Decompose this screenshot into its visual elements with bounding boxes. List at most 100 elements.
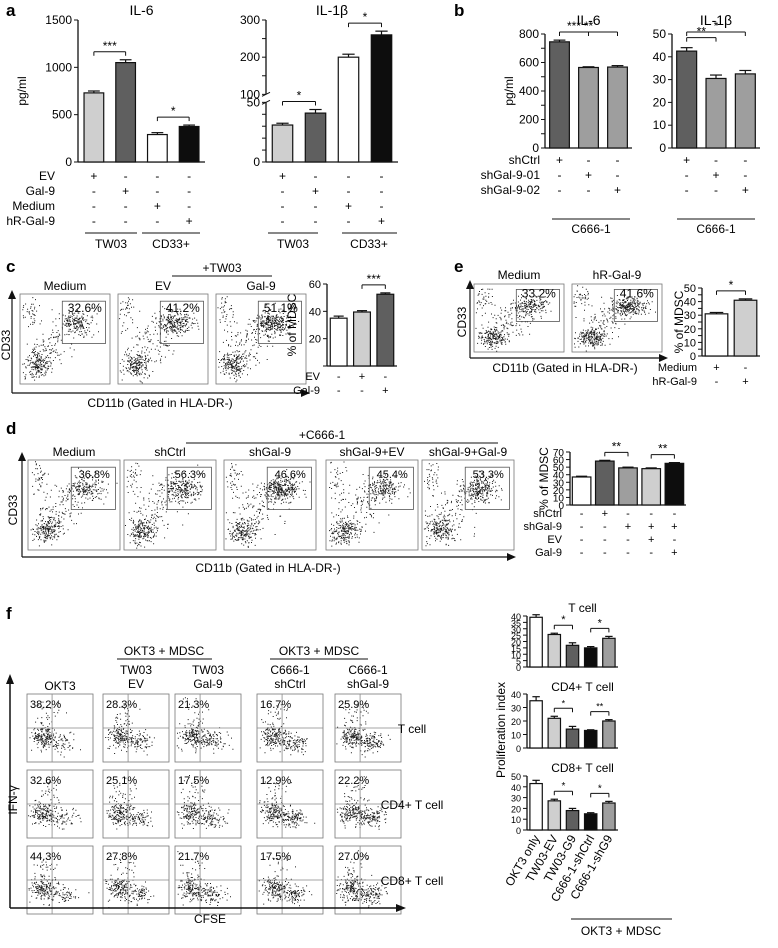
chart-title: IL-6	[129, 2, 153, 18]
bar	[607, 66, 628, 149]
y-tick-label: 20	[653, 95, 667, 109]
condition-sign: -	[155, 184, 159, 198]
chart-title: IL-1β	[700, 12, 732, 28]
f-cfse-label: CFSE	[194, 912, 226, 926]
e-cd11b-label: CD11b (Gated in HLA-DR-)	[492, 361, 637, 375]
flow-f-plot: 25.9%	[334, 693, 402, 763]
y-tick-label: 30	[653, 73, 667, 87]
flow-c-title: EV	[155, 279, 171, 293]
dot-cloud	[29, 701, 81, 758]
flow-f-row-label: CD4+ T cell	[381, 798, 444, 812]
condition-label: EV	[547, 534, 562, 546]
condition-sign: -	[187, 169, 191, 183]
y-tick-label: 50	[653, 27, 667, 41]
condition-sign: -	[314, 214, 318, 228]
y-tick-label: 500	[52, 108, 72, 122]
significance-label: ***	[103, 39, 117, 53]
condition-sign: +	[556, 153, 563, 167]
dot-cloud	[329, 461, 411, 547]
bar	[676, 50, 698, 149]
y-tick-label: 50	[553, 463, 565, 474]
dot-cloud	[336, 700, 391, 758]
e-cd33-arrowhead	[466, 280, 474, 289]
quadrant-percent: 17.5%	[260, 851, 291, 863]
condition-sign: +	[378, 214, 385, 228]
bar	[578, 66, 599, 149]
condition-sign: -	[558, 168, 562, 182]
condition-sign: +	[279, 169, 286, 183]
bar	[565, 809, 580, 831]
condition-sign: +	[683, 153, 690, 167]
quadrant-percent: 27.0%	[338, 851, 369, 863]
y-tick-label: 5	[516, 657, 521, 667]
group-label-a-tw03: TW03	[95, 237, 127, 251]
f-ifng-arrowhead	[6, 674, 14, 684]
condition-sign: -	[744, 362, 748, 374]
condition-sign: +	[122, 184, 129, 198]
condition-sign: +	[154, 199, 161, 213]
gate	[159, 300, 204, 344]
condition-sign: -	[580, 547, 584, 559]
condition-sign: -	[603, 521, 607, 533]
condition-sign: -	[587, 153, 591, 167]
bar	[115, 61, 137, 163]
bar	[733, 299, 758, 357]
significance-label: **	[612, 439, 622, 453]
f-okt3-mdsc-bottom: OKT3 + MDSC	[581, 924, 662, 938]
y-tick-label: 15	[511, 644, 521, 654]
flow-f-col-header: TW03	[120, 663, 152, 677]
plot-frame	[215, 293, 307, 385]
panel-letter-e: e	[454, 257, 463, 276]
bar	[304, 112, 327, 163]
y-axis-label: pg/ml	[15, 76, 29, 105]
y-tick-label: 10	[511, 650, 521, 660]
c-cd33-label: CD33	[0, 329, 13, 360]
condition-sign: -	[580, 508, 584, 520]
dot-cloud	[105, 704, 155, 756]
dot-cloud	[105, 853, 155, 909]
bar	[618, 467, 638, 506]
condition-sign: -	[616, 168, 620, 182]
quadrant-percent: 21.3%	[178, 699, 209, 711]
flow-f-col-header: OKT3	[44, 679, 76, 693]
gate	[61, 300, 106, 344]
y-axis-label: % of MDSC	[537, 447, 551, 510]
condition-sign: -	[715, 376, 719, 388]
chart-title: IL-6	[576, 12, 600, 28]
flow-f-col-header: EV	[128, 677, 144, 691]
y-tick-label: 30	[511, 704, 521, 714]
bar	[271, 124, 294, 163]
bar	[704, 313, 729, 357]
group-label-b-il1b: C666-1	[696, 222, 736, 236]
condition-sign: -	[383, 371, 387, 383]
flow-d-title: shGal-9+EV	[339, 445, 404, 459]
condition-sign: +	[614, 183, 621, 197]
flow-f-plot: 27.0%	[334, 845, 402, 915]
dot-cloud	[259, 781, 316, 829]
condition-sign: -	[187, 199, 191, 213]
gate-percent: 45.4%	[377, 469, 408, 481]
flow-c-medium: 32.6%	[19, 293, 111, 385]
condition-sign: -	[380, 169, 384, 183]
condition-sign: +	[713, 362, 719, 374]
y-tick-label: 0	[532, 141, 539, 155]
bar	[529, 782, 543, 831]
condition-sign: -	[347, 214, 351, 228]
condition-sign: -	[626, 547, 630, 559]
plot-frame	[223, 459, 317, 551]
flow-f-plot: 28.3%	[102, 693, 170, 763]
condition-label: shGal-9	[523, 521, 562, 533]
bar	[353, 311, 372, 367]
gate	[70, 466, 116, 510]
panel-letter-b: b	[454, 1, 464, 20]
group-label-b-il6: C666-1	[571, 222, 611, 236]
flow-f-col-header: shGal-9	[347, 677, 389, 691]
quadrant-percent: 16.7%	[260, 699, 291, 711]
y-tick-label: 10	[684, 337, 696, 349]
condition-sign: -	[580, 534, 584, 546]
y-tick-label: 200	[519, 113, 539, 127]
quadrant-percent: 17.5%	[178, 775, 209, 787]
y-tick-label: 40	[553, 471, 565, 482]
